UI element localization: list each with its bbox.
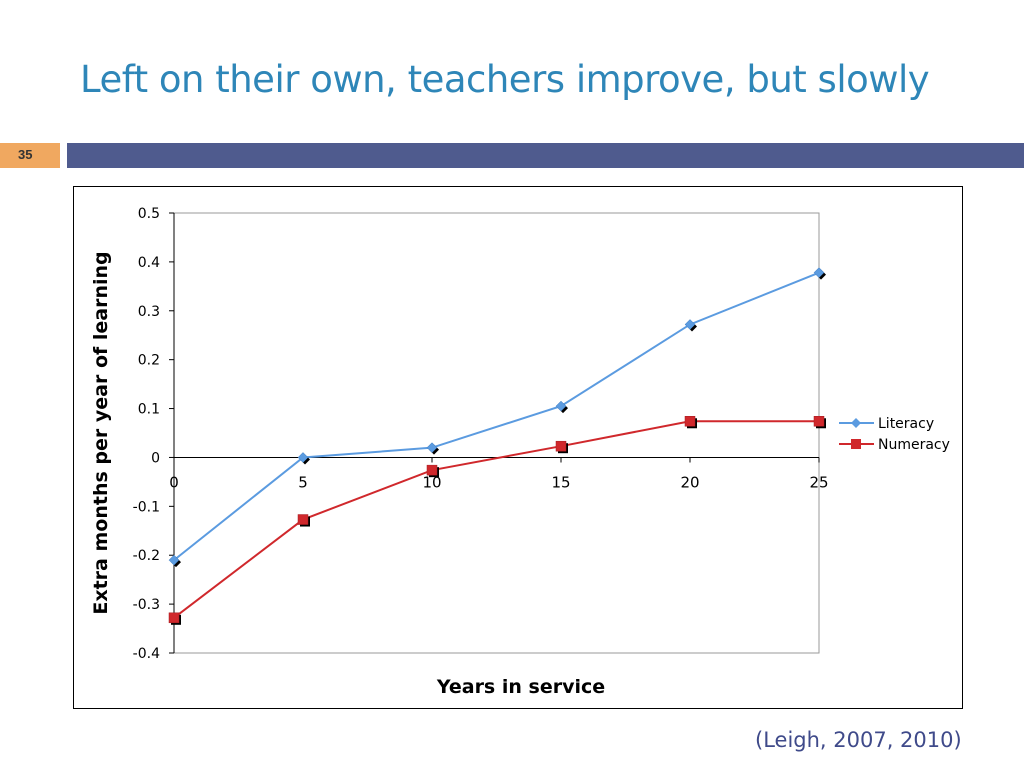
chart-frame: 0.5 0.4 0.3 0.2 0.1 0 -0.1 -0.2 -0.3 -0.4 0 5 10 15 20…	[73, 186, 963, 709]
marker-square	[813, 416, 825, 427]
marker-diamond	[168, 554, 180, 566]
line-chart: 0.5 0.4 0.3 0.2 0.1 0 -0.1 -0.2 -0.3 -0.4 0 5 10 15 20…	[90, 206, 950, 698]
legend-label: Numeracy	[878, 437, 950, 453]
x-tick-label: 15	[551, 473, 570, 491]
legend-item-literacy: Literacy	[839, 416, 934, 432]
y-tick-label: -0.4	[133, 646, 160, 662]
marker-diamond	[426, 442, 438, 454]
slide-number-badge: 35	[0, 143, 60, 168]
plot-area	[173, 212, 820, 654]
data-point-literacy	[426, 442, 439, 455]
marker-diamond	[555, 400, 567, 412]
legend-marker	[851, 439, 861, 449]
marker-diamond	[684, 319, 696, 330]
citation: (Leigh, 2007, 2010)	[755, 728, 962, 752]
x-axis-label: Years in service	[436, 676, 605, 698]
marker-square	[426, 464, 438, 476]
y-tick-label: 0.5	[138, 206, 160, 222]
marker-diamond	[297, 452, 309, 463]
x-tick-label: 10	[422, 473, 441, 491]
marker-square	[684, 416, 696, 427]
data-point-literacy	[555, 400, 568, 414]
marker-square	[555, 440, 567, 452]
data-point-literacy	[684, 319, 697, 332]
data-point-numeracy	[555, 440, 568, 454]
marker-diamond	[813, 267, 825, 278]
y-tick-label: -0.1	[133, 499, 160, 515]
data-point-numeracy	[426, 464, 439, 478]
data-point-literacy	[813, 267, 826, 280]
legend-label: Literacy	[878, 416, 934, 432]
y-tick-label: 0.3	[138, 304, 160, 320]
y-tick-label: -0.3	[133, 597, 160, 613]
legend-item-numeracy: Numeracy	[839, 437, 950, 453]
series-line-numeracy	[173, 420, 819, 619]
x-tick-label: 0	[169, 473, 179, 491]
slide-title: Left on their own, teachers improve, but…	[80, 58, 930, 101]
data-point-numeracy	[297, 514, 310, 527]
data-point-numeracy	[813, 416, 826, 429]
series-line-literacy	[173, 271, 820, 561]
y-tick-label: 0.4	[138, 255, 160, 271]
y-axis-label: Extra months per year of learning	[90, 251, 112, 614]
y-tick-label: 0.2	[138, 353, 160, 369]
header-band	[67, 143, 1024, 168]
marker-square	[168, 612, 180, 624]
data-point-literacy	[297, 452, 310, 465]
x-tick-label: 25	[809, 473, 828, 491]
slide-number: 35	[18, 147, 33, 162]
y-tick-label: -0.2	[133, 548, 160, 564]
data-point-numeracy	[168, 612, 181, 625]
y-tick-label: 0.1	[138, 402, 160, 418]
data-point-literacy	[168, 554, 181, 568]
legend-marker	[851, 418, 861, 428]
x-tick-label: 5	[298, 473, 308, 491]
y-tick-label: 0	[151, 450, 160, 466]
marker-square	[297, 514, 309, 525]
data-point-numeracy	[684, 416, 697, 429]
x-tick-label: 20	[680, 473, 699, 491]
